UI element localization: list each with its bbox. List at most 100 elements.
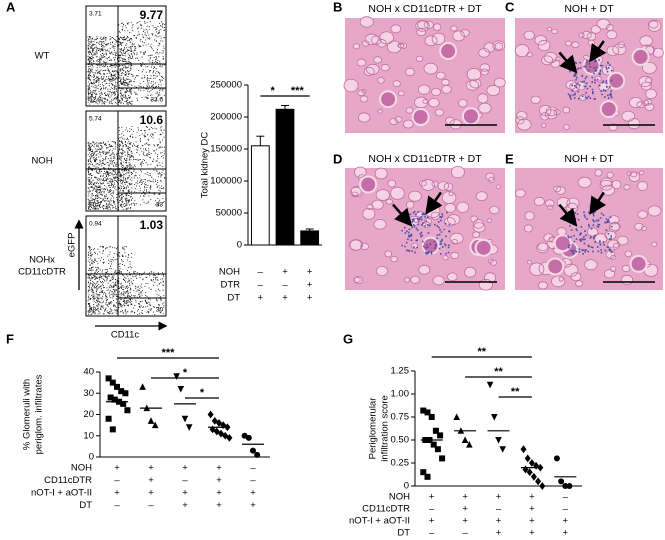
dot bbox=[539, 482, 546, 490]
dot bbox=[466, 441, 473, 448]
condition-value: + bbox=[258, 293, 264, 304]
dot bbox=[105, 415, 112, 422]
condition-name: DT bbox=[227, 293, 240, 304]
dot bbox=[218, 429, 224, 438]
condition-value: + bbox=[182, 463, 188, 474]
quadrant-value: 33.6 bbox=[150, 97, 163, 104]
dot bbox=[226, 433, 233, 442]
condition-value: – bbox=[250, 463, 256, 474]
condition-name: DTR bbox=[220, 280, 240, 291]
glomerulus bbox=[546, 257, 565, 276]
arrow bbox=[589, 191, 607, 215]
dot bbox=[432, 427, 439, 434]
panel-title: NOH + DT bbox=[564, 3, 614, 15]
quadrant-value: 50.7 bbox=[89, 202, 102, 209]
dot bbox=[120, 400, 127, 407]
significance-label: * bbox=[271, 85, 276, 97]
condition-value: – bbox=[258, 267, 264, 278]
flow-events bbox=[87, 21, 166, 105]
condition-value: + bbox=[529, 516, 535, 527]
dot bbox=[109, 426, 116, 433]
dot bbox=[147, 417, 155, 424]
dot bbox=[420, 469, 427, 476]
condition-value: + bbox=[148, 463, 154, 474]
dot bbox=[461, 436, 469, 443]
condition-value: + bbox=[114, 488, 120, 499]
dot bbox=[522, 465, 529, 474]
dot bbox=[424, 409, 431, 416]
dot bbox=[553, 455, 560, 462]
axis-label: CD11c bbox=[111, 330, 140, 341]
dot bbox=[520, 445, 527, 454]
condition-value: + bbox=[148, 488, 154, 499]
panel-letter: G bbox=[343, 331, 353, 346]
y-tick-label: 50000 bbox=[216, 208, 242, 219]
glomerulus bbox=[359, 175, 378, 194]
row-label: NOHx bbox=[29, 255, 55, 266]
dot bbox=[105, 375, 112, 382]
glomerulus bbox=[631, 47, 650, 66]
axis-label: eGFP bbox=[67, 233, 78, 258]
dot bbox=[439, 455, 446, 462]
arrow bbox=[558, 203, 578, 227]
condition-value: + bbox=[282, 293, 288, 304]
dot bbox=[151, 421, 159, 429]
condition-name: CD11cDTR bbox=[44, 475, 92, 486]
condition-value: + bbox=[250, 500, 256, 511]
dot bbox=[107, 394, 114, 401]
dot bbox=[211, 416, 218, 425]
dot bbox=[250, 447, 256, 454]
glomerulus bbox=[599, 100, 618, 119]
dot bbox=[558, 478, 565, 485]
dot bbox=[124, 407, 131, 414]
y-tick-label: 0.50 bbox=[391, 435, 410, 446]
y-tick-label: 0 bbox=[404, 481, 409, 492]
condition-value: + bbox=[429, 492, 435, 503]
panel-letter: E bbox=[505, 151, 514, 166]
dot bbox=[207, 410, 214, 419]
y-tick-label: 10 bbox=[83, 430, 94, 441]
dot bbox=[139, 383, 146, 390]
condition-name: DT bbox=[397, 528, 410, 539]
row-label: WT bbox=[35, 51, 50, 62]
y-tick-label: 20 bbox=[83, 409, 94, 420]
dot bbox=[209, 425, 216, 434]
significance-label: * bbox=[183, 367, 188, 379]
glomerulus bbox=[629, 254, 648, 273]
infiltrate bbox=[566, 58, 613, 100]
dot bbox=[530, 472, 537, 481]
condition-value: + bbox=[216, 500, 222, 511]
bar bbox=[300, 230, 320, 246]
y-tick-label: 0.75 bbox=[391, 412, 410, 423]
condition-value: – bbox=[496, 504, 502, 515]
condition-value: + bbox=[462, 492, 468, 503]
flow-events bbox=[87, 126, 166, 210]
dot bbox=[528, 459, 535, 467]
y-tick-label: 0 bbox=[89, 452, 94, 463]
glomerulus bbox=[553, 234, 572, 253]
condition-name: NOH bbox=[219, 267, 240, 278]
y-axis-label: infiltration score bbox=[380, 395, 391, 462]
dot bbox=[428, 414, 435, 420]
significance-label: ** bbox=[494, 366, 503, 378]
dot bbox=[491, 414, 498, 421]
arrow bbox=[589, 40, 607, 63]
glomerulus bbox=[439, 42, 458, 61]
panel-title: NOH x CD11cDTR + DT bbox=[368, 3, 482, 15]
quadrant-value: 3.71 bbox=[89, 11, 102, 18]
dot bbox=[173, 373, 180, 380]
dot bbox=[220, 421, 227, 430]
dot bbox=[420, 407, 427, 414]
glomerulus bbox=[474, 238, 493, 257]
dot bbox=[562, 483, 569, 489]
condition-value: + bbox=[496, 528, 502, 539]
condition-name: NOH bbox=[389, 492, 410, 503]
significance-label: *** bbox=[162, 347, 176, 359]
condition-value: + bbox=[496, 516, 502, 527]
row-label: NOH bbox=[31, 156, 52, 167]
condition-value: + bbox=[563, 516, 569, 527]
arrow bbox=[392, 203, 413, 227]
y-tick-label: 0 bbox=[237, 240, 242, 251]
panel-title: NOH x CD11cDTR + DT bbox=[368, 153, 482, 165]
